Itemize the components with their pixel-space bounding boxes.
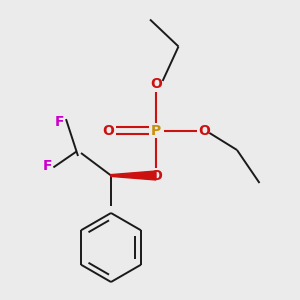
- Text: F: F: [55, 115, 65, 128]
- Text: P: P: [151, 124, 161, 137]
- Text: O: O: [150, 77, 162, 91]
- Text: F: F: [43, 160, 53, 173]
- Text: O: O: [198, 124, 210, 137]
- Text: O: O: [102, 124, 114, 137]
- Polygon shape: [111, 171, 156, 180]
- Text: O: O: [150, 169, 162, 182]
